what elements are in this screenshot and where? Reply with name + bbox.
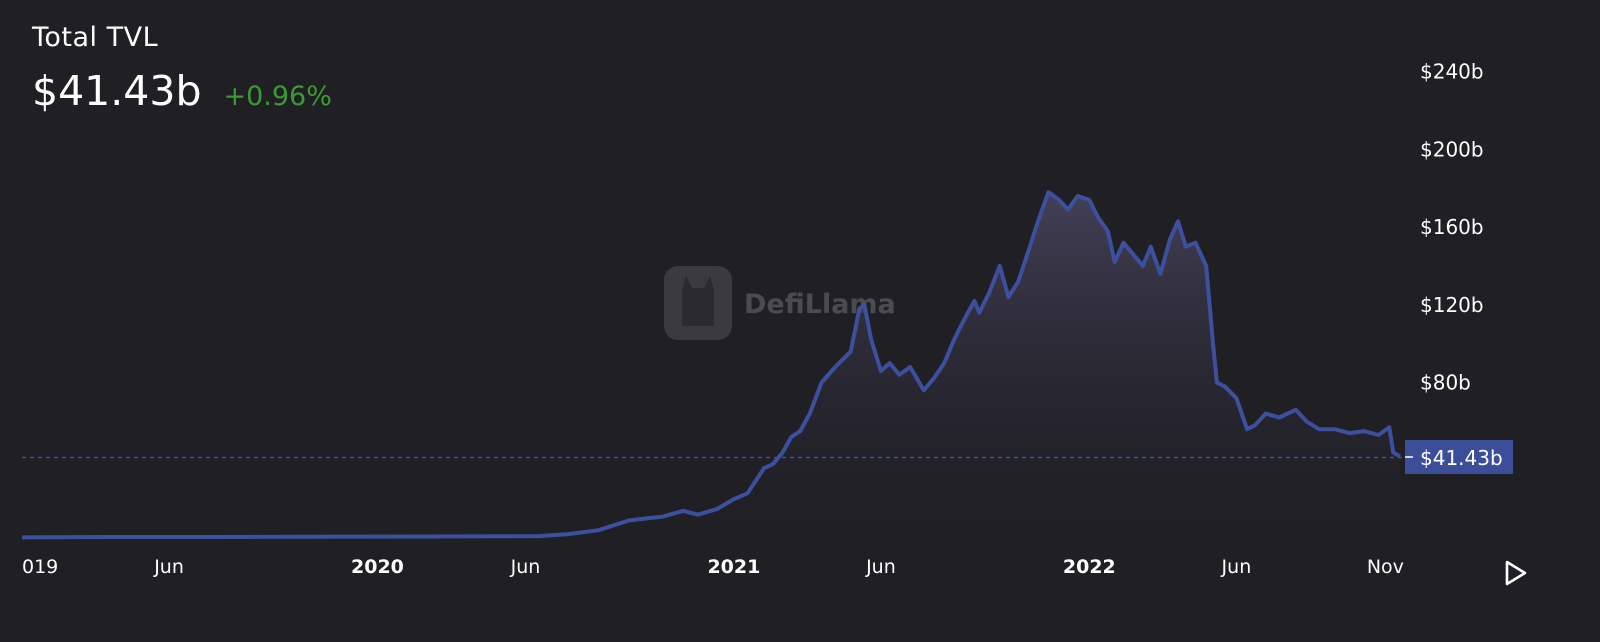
current-value-tag: $41.43b <box>1405 440 1513 474</box>
x-tick-label: Jun <box>153 556 184 578</box>
x-axis: 019 Jun 2020 Jun 2021 Jun 2022 Jun Nov <box>22 556 1404 578</box>
y-tick-label: $240b <box>1420 60 1484 84</box>
x-tick-label: Jun <box>510 556 541 578</box>
value-row: $41.43b +0.96% <box>32 67 332 115</box>
y-tick-label: $200b <box>1420 137 1484 161</box>
tvl-area-fill <box>22 192 1400 538</box>
x-tick-label: 2020 <box>351 556 404 578</box>
x-tick-label: Nov <box>1367 556 1404 578</box>
llama-head-shape <box>682 276 714 326</box>
y-tick-label: $80b <box>1420 371 1471 395</box>
percent-change: +0.96% <box>223 81 332 112</box>
chart-title: Total TVL <box>32 22 159 53</box>
watermark-text: DefiLlama <box>744 289 896 320</box>
x-tick-label: Jun <box>865 556 896 578</box>
current-value-tag-label: $41.43b <box>1420 446 1503 470</box>
current-value-tag-bg <box>1405 440 1513 474</box>
chart-header: Total TVL $41.43b +0.96% <box>32 22 332 115</box>
y-tick-label: $160b <box>1420 215 1484 239</box>
watermark: DefiLlama <box>664 266 896 340</box>
x-tick-label: 2021 <box>707 556 760 578</box>
x-tick-label: 019 <box>22 556 58 578</box>
y-axis: $80b $120b $160b $200b $240b <box>1420 60 1484 395</box>
y-tick-label: $120b <box>1420 293 1484 317</box>
tvl-line <box>21 190 1401 540</box>
x-tick-label: Jun <box>1221 556 1252 578</box>
play-icon[interactable] <box>1500 558 1530 588</box>
x-tick-label: 2022 <box>1063 556 1116 578</box>
current-tvl-value: $41.43b <box>32 67 202 115</box>
